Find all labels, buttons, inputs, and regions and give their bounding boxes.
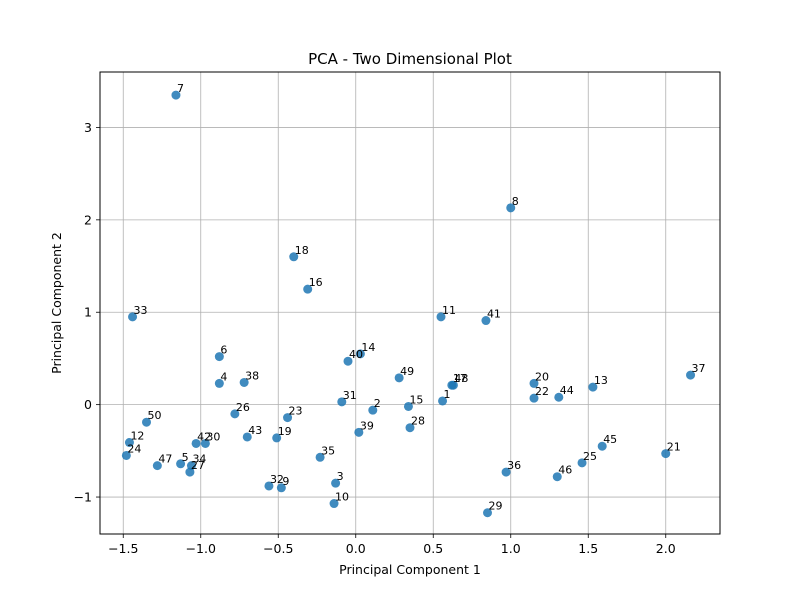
- data-point-label: 37: [692, 362, 706, 375]
- y-axis-label: Principal Component 2: [49, 232, 64, 374]
- data-point-label: 42: [197, 430, 211, 443]
- x-tick-label: 1.0: [501, 541, 521, 556]
- x-tick-label: 1.5: [578, 541, 598, 556]
- data-point-label: 45: [603, 433, 617, 446]
- y-tick-label: 0: [84, 397, 92, 412]
- data-point-label: 10: [335, 491, 349, 504]
- x-axis-label: Principal Component 1: [339, 562, 481, 577]
- data-point-label: 26: [236, 401, 250, 414]
- data-point-label: 21: [667, 441, 681, 454]
- data-point-label: 39: [360, 419, 374, 432]
- data-point-label: 14: [361, 341, 375, 354]
- y-tick-label: −1: [74, 490, 92, 505]
- data-point-label: 50: [148, 409, 162, 422]
- data-point-label: 20: [535, 370, 549, 383]
- data-point-label: 47: [158, 453, 172, 466]
- data-point-label: 35: [321, 444, 335, 457]
- data-point-label: 31: [343, 389, 357, 402]
- data-point-label: 22: [535, 385, 549, 398]
- data-point-label: 15: [409, 393, 423, 406]
- data-point-label: 16: [309, 276, 323, 289]
- data-point-label: 19: [278, 425, 292, 438]
- data-point-label: 4: [220, 370, 227, 383]
- data-point-label: 28: [411, 415, 425, 428]
- chart-title: PCA - Two Dimensional Plot: [308, 50, 512, 68]
- data-point-label: 23: [289, 405, 303, 418]
- y-tick-label: 2: [84, 212, 92, 227]
- data-point-label: 7: [177, 82, 184, 95]
- data-point-label: 33: [134, 304, 148, 317]
- data-point-label: 3: [337, 470, 344, 483]
- data-point-label: 36: [507, 459, 521, 472]
- data-point-label: 2: [374, 397, 381, 410]
- data-point-label: 24: [127, 442, 141, 455]
- data-point-label: 46: [558, 464, 572, 477]
- data-point-label: 25: [583, 450, 597, 463]
- x-tick-label: 2.0: [656, 541, 676, 556]
- data-point-label: 43: [248, 424, 262, 437]
- data-point-label: 6: [220, 344, 227, 357]
- data-point-label: 40: [349, 348, 363, 361]
- data-point-label: 32: [270, 473, 284, 486]
- x-tick-label: −1.5: [108, 541, 138, 556]
- data-point-label: 13: [594, 374, 608, 387]
- data-point-label: 34: [192, 453, 206, 466]
- data-point-label: 29: [489, 500, 503, 513]
- data-point-label: 5: [182, 451, 189, 464]
- data-point-label: 18: [295, 244, 309, 257]
- data-point-label: 12: [130, 430, 144, 443]
- data-point-label: 38: [245, 369, 259, 382]
- y-tick-label: 1: [84, 305, 92, 320]
- data-point-label: 41: [487, 308, 501, 321]
- x-tick-label: 0.5: [423, 541, 443, 556]
- data-point-label: 49: [400, 365, 414, 378]
- data-point-label: 48: [454, 372, 468, 385]
- data-point-label: 8: [512, 195, 519, 208]
- x-tick-label: −0.5: [263, 541, 293, 556]
- x-tick-label: −1.0: [186, 541, 216, 556]
- x-tick-label: 0.0: [346, 541, 366, 556]
- y-tick-label: 3: [84, 120, 92, 135]
- data-point-label: 1: [444, 388, 451, 401]
- data-point-label: 44: [560, 384, 574, 397]
- data-point-label: 11: [442, 304, 456, 317]
